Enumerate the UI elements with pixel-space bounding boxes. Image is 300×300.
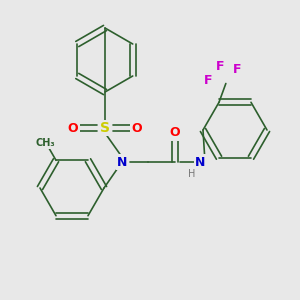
Text: N: N	[195, 155, 205, 169]
Text: S: S	[100, 121, 110, 135]
Text: F: F	[204, 74, 212, 87]
Text: H: H	[188, 169, 196, 179]
Text: O: O	[132, 122, 142, 134]
Text: O: O	[68, 122, 78, 134]
Text: F: F	[233, 63, 242, 76]
Text: CH₃: CH₃	[35, 138, 55, 148]
Text: F: F	[215, 60, 224, 73]
Text: N: N	[117, 155, 127, 169]
Text: O: O	[170, 127, 180, 140]
